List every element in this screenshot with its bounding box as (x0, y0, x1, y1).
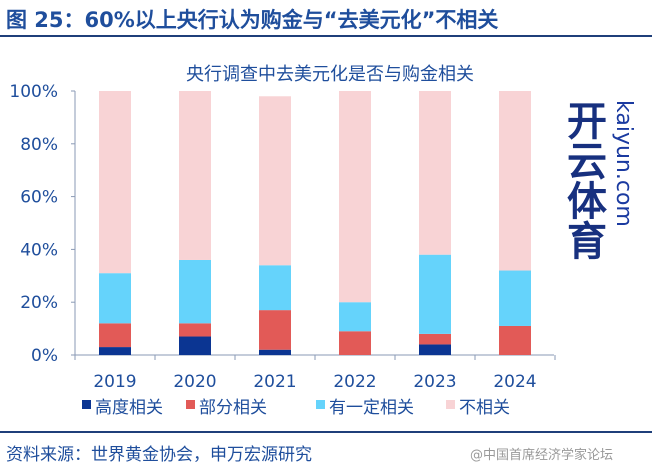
x-tick-label: 2020 (173, 372, 216, 392)
legend-label: 高度相关 (95, 398, 163, 418)
bar-segment (99, 91, 131, 274)
legend-swatch (186, 400, 195, 409)
watermark-url: kaiyun.com (611, 100, 636, 227)
legend-label: 有一定相关 (329, 398, 414, 418)
title-divider (0, 35, 652, 37)
bar-segment (419, 333, 451, 345)
bar-segment (339, 331, 371, 355)
bar-segment (179, 323, 211, 337)
footer-divider (0, 431, 652, 433)
chart-title: 央行调查中去美元化是否与购金相关 (186, 64, 474, 85)
legend-label: 不相关 (459, 398, 510, 418)
x-tick-label: 2021 (253, 372, 296, 392)
bar-segment (419, 91, 451, 255)
x-tick-label: 2022 (333, 372, 376, 392)
y-tick-label: 40% (20, 240, 58, 260)
bar-segment (499, 91, 531, 271)
watermark-handle: @中国首席经济学家论坛 (470, 448, 614, 463)
bar-segment (179, 259, 211, 324)
bar-segment (419, 254, 451, 334)
y-tick-label: 20% (20, 293, 58, 313)
bar-segment (99, 323, 131, 348)
bar-segment (179, 91, 211, 260)
bar-segment (179, 336, 211, 355)
y-tick-label: 80% (20, 135, 58, 155)
bar-segment (259, 96, 291, 266)
watermark-brand: 开云体育 (560, 100, 606, 260)
bar-segment (499, 270, 531, 326)
bar-segment (99, 347, 131, 355)
x-tick-label: 2019 (93, 372, 136, 392)
y-tick-label: 0% (31, 346, 58, 366)
legend-swatch (82, 400, 91, 409)
legend-swatch (446, 400, 455, 409)
legend-swatch (316, 400, 325, 409)
bar-segment (259, 349, 291, 355)
y-tick-label: 100% (9, 82, 58, 102)
figure-title: 图 25：60%以上央行认为购金与“去美元化”不相关 (6, 8, 499, 32)
x-tick-label: 2023 (413, 372, 456, 392)
bar-segment (339, 91, 371, 303)
bar-segment (259, 310, 291, 350)
bar-segment (339, 302, 371, 332)
bar-segment (99, 273, 131, 324)
stacked-bar-chart: 央行调查中去美元化是否与购金相关 0% 20% 40% 60% 80% 100% 2019 20… (9, 64, 556, 418)
source-note: 资料来源：世界黄金协会，申万宏源研究 (6, 445, 312, 465)
legend-label: 部分相关 (199, 398, 267, 418)
bar-segment (419, 344, 451, 355)
bar-segment (499, 325, 531, 355)
x-tick-label: 2024 (493, 372, 536, 392)
y-tick-label: 60% (20, 188, 58, 208)
bar-segment (259, 265, 291, 311)
